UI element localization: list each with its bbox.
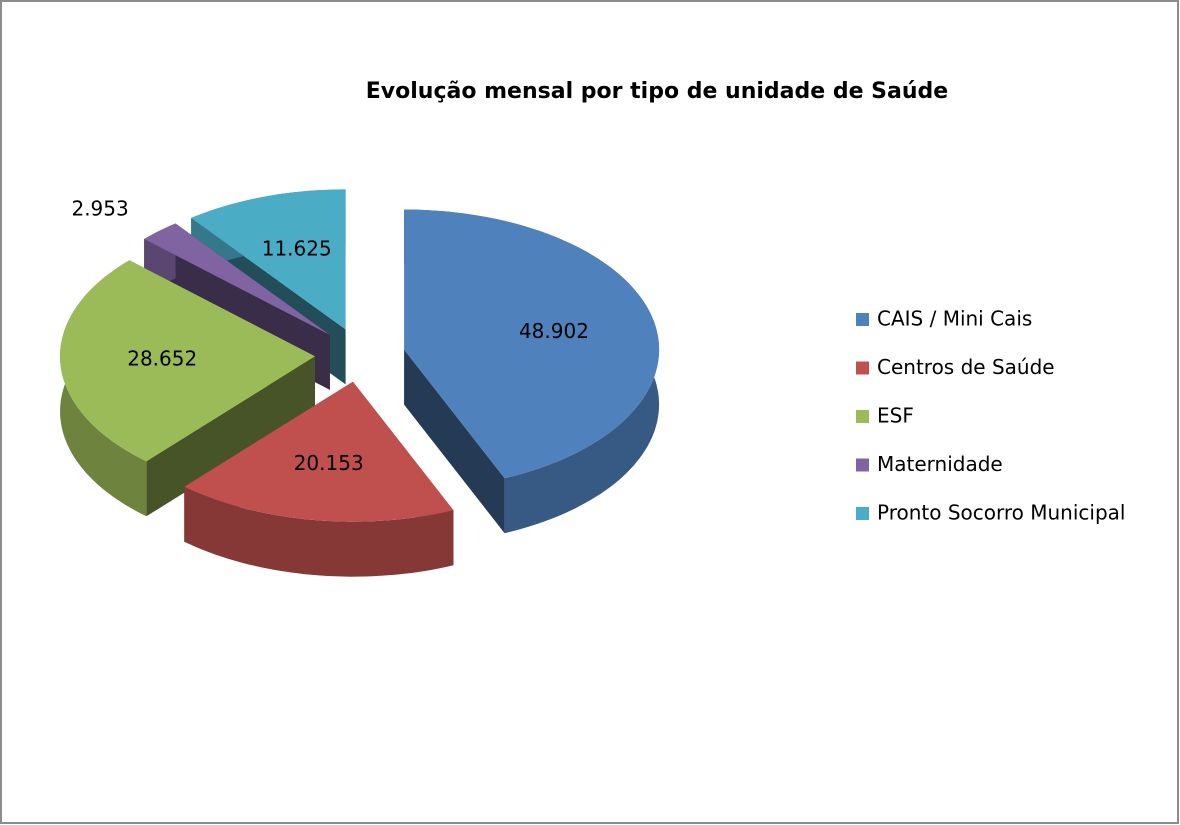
slice-side xyxy=(404,349,505,534)
slice-side xyxy=(146,356,315,517)
slice xyxy=(184,381,454,522)
data-label: 28.652 xyxy=(127,347,197,371)
legend-label: ESF xyxy=(877,404,914,428)
slice xyxy=(404,209,660,479)
data-label: 2.953 xyxy=(71,197,128,221)
legend-label: Centros de Saúde xyxy=(877,355,1055,379)
legend-swatch xyxy=(856,507,869,520)
slice xyxy=(191,189,346,330)
data-label: 20.153 xyxy=(294,451,364,475)
chart-title: Evolução mensal por tipo de unidade de S… xyxy=(366,79,948,104)
slice xyxy=(60,260,315,462)
legend-swatch xyxy=(856,410,869,423)
legend-label: Pronto Socorro Municipal xyxy=(877,501,1125,525)
legend-swatch xyxy=(856,458,869,472)
legend-swatch xyxy=(856,313,869,326)
legend-swatch xyxy=(856,361,869,375)
data-label: 48.902 xyxy=(519,319,589,343)
slice xyxy=(144,223,330,335)
legend-label: Maternidade xyxy=(877,452,1003,476)
legend-label: CAIS / Mini Cais xyxy=(877,307,1032,331)
data-label: 11.625 xyxy=(262,236,332,260)
slice-wall xyxy=(184,486,454,577)
